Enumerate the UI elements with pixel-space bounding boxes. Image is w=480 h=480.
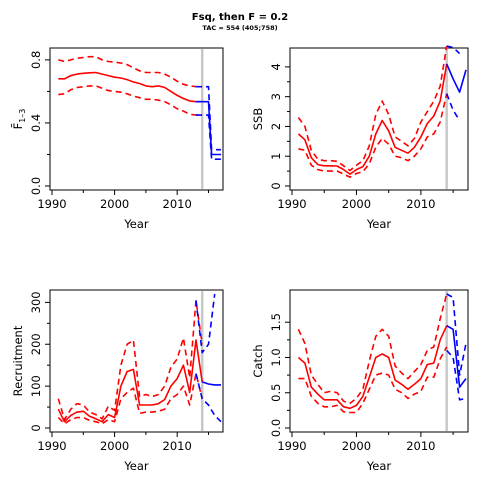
y-axis-label-text: Recruitment: [11, 325, 25, 396]
x-tick-label: 1990: [37, 439, 66, 453]
plot-frame: [49, 47, 224, 191]
history-upper-line: [57, 299, 203, 421]
projection-upper-line: [446, 45, 461, 55]
figure-title: Fsq, then F = 0.2: [192, 12, 288, 23]
history-median-line: [58, 71, 203, 103]
history-upper-line: [58, 55, 203, 88]
x-tick-label: 2000: [342, 197, 371, 211]
history-lower-line: [58, 85, 203, 116]
projection-upper-line: [196, 85, 221, 151]
y-tick-label: 300: [29, 291, 43, 313]
y-tick-label: 2: [269, 123, 283, 130]
projection-lower-line: [445, 93, 461, 121]
x-axis-label: Year: [123, 459, 149, 473]
projection-median-line: [446, 325, 467, 388]
y-tick-label: 0.8: [29, 51, 43, 69]
history-median-line: [297, 325, 448, 410]
plot-frame: [289, 47, 469, 191]
x-tick-label: 1990: [277, 439, 306, 453]
plot-frame: [49, 289, 224, 433]
projection-median-line: [196, 100, 221, 156]
x-tick-label: 2000: [100, 197, 129, 211]
y-tick-label: 1: [269, 153, 283, 160]
y-tick-label: 1.5: [269, 313, 283, 331]
projection-upper-line: [195, 293, 216, 354]
projection-lower-line: [195, 373, 222, 423]
history-lower-line: [57, 372, 203, 425]
y-axis-label: Catch: [251, 344, 265, 377]
x-tick-label: 2000: [100, 439, 129, 453]
x-tick-label: 1990: [277, 197, 306, 211]
y-tick-label: 0.0: [29, 177, 43, 195]
y-axis-label-subscript: 1–3: [18, 109, 27, 123]
y-axis-label: F̄1–3: [11, 109, 27, 130]
projection-lower-line: [196, 114, 221, 160]
y-tick-label: 0.5: [269, 384, 283, 402]
x-tick-label: 1990: [37, 197, 66, 211]
y-tick-label: 0.0: [269, 419, 283, 437]
catch-panel: 1990 2000 2010 0.0 0.5 1.0 1.5 Year Catch: [251, 289, 469, 473]
y-tick-label: 200: [29, 333, 43, 355]
y-axis-label-text: SSB: [251, 108, 265, 131]
y-axis-label: SSB: [251, 108, 265, 131]
y-tick-label: 0.4: [29, 114, 43, 132]
y-axis-label-text: Catch: [251, 344, 265, 377]
recruitment-panel: 1990 2000 2010 0 100 200 300 Year Recruitment: [11, 289, 224, 473]
y-axis-label: Recruitment: [11, 325, 25, 396]
x-tick-label: 2010: [406, 197, 435, 211]
x-axis-label: Year: [123, 217, 149, 231]
plot-frame: [289, 289, 469, 433]
x-tick-label: 2010: [163, 197, 192, 211]
projection-lower-line: [446, 349, 467, 401]
history-upper-line: [297, 293, 448, 405]
ssb-panel: 1990 2000 2010 0 1 2 3 4 Year SSB: [251, 45, 469, 231]
history-lower-line: [298, 346, 448, 414]
y-tick-label: 100: [29, 375, 43, 397]
figure-subtitle: TAC = 554 (405;758): [202, 24, 277, 32]
x-tick-label: 2010: [163, 439, 192, 453]
history-median-line: [297, 63, 448, 175]
x-axis-label: Year: [366, 217, 392, 231]
y-tick-label: 4: [269, 63, 283, 70]
history-median-line: [57, 339, 203, 423]
x-tick-label: 2000: [342, 439, 371, 453]
projection-median-line: [201, 381, 221, 386]
y-axis-label-text: F̄: [11, 123, 25, 130]
x-axis-label: Year: [366, 459, 392, 473]
fbar-panel: 1990 2000 2010 0.0 0.4 0.8 Year F̄1–3: [11, 47, 224, 231]
projection-upper-line: [446, 293, 467, 376]
y-tick-label: 0: [29, 424, 43, 431]
y-tick-label: 0: [269, 182, 283, 189]
projection-median-line: [445, 63, 467, 93]
history-upper-line: [297, 45, 448, 172]
y-tick-label: 3: [269, 93, 283, 100]
y-tick-label: 1.0: [269, 348, 283, 366]
x-tick-label: 2010: [406, 439, 435, 453]
history-lower-line: [298, 93, 448, 178]
